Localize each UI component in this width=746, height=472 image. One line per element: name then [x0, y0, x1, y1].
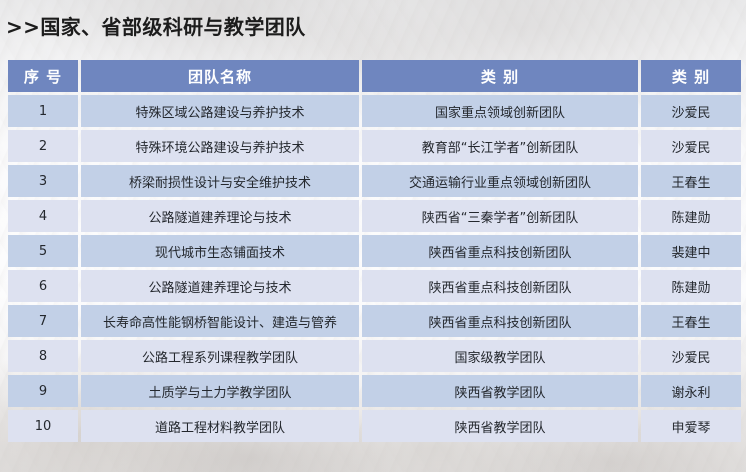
cell-lead: 王春生: [641, 305, 741, 337]
cell-type: 国家级教学团队: [362, 340, 638, 372]
cell-name: 道路工程材料教学团队: [81, 410, 359, 442]
cell-type: 陕西省重点科技创新团队: [362, 305, 638, 337]
cell-index: 1: [8, 95, 78, 127]
cell-lead: 沙爱民: [641, 130, 741, 162]
cell-index: 10: [8, 410, 78, 442]
cell-name: 特殊区域公路建设与养护技术: [81, 95, 359, 127]
cell-type: 陕西省重点科技创新团队: [362, 270, 638, 302]
teams-table: 序 号 团队名称 类 别 类 别 1 特殊区域公路建设与养护技术 国家重点领域创…: [5, 57, 744, 445]
cell-name: 现代城市生态铺面技术: [81, 235, 359, 267]
cell-name: 公路隧道建养理论与技术: [81, 200, 359, 232]
column-header-name: 团队名称: [81, 60, 359, 92]
table-row: 10 道路工程材料教学团队 陕西省教学团队 申爱琴: [8, 410, 741, 442]
table-row: 3 桥梁耐损性设计与安全维护技术 交通运输行业重点领域创新团队 王春生: [8, 165, 741, 197]
cell-name: 公路隧道建养理论与技术: [81, 270, 359, 302]
cell-name: 特殊环境公路建设与养护技术: [81, 130, 359, 162]
table-row: 5 现代城市生态铺面技术 陕西省重点科技创新团队 裴建中: [8, 235, 741, 267]
cell-lead: 王春生: [641, 165, 741, 197]
cell-name: 土质学与土力学教学团队: [81, 375, 359, 407]
cell-lead: 沙爱民: [641, 95, 741, 127]
cell-index: 5: [8, 235, 78, 267]
table-row: 6 公路隧道建养理论与技术 陕西省重点科技创新团队 陈建勋: [8, 270, 741, 302]
table-row: 4 公路隧道建养理论与技术 陕西省“三秦学者”创新团队 陈建勋: [8, 200, 741, 232]
table-header: 序 号 团队名称 类 别 类 别: [8, 60, 741, 92]
cell-lead: 裴建中: [641, 235, 741, 267]
table-header-row: 序 号 团队名称 类 别 类 别: [8, 60, 741, 92]
cell-type: 教育部“长江学者”创新团队: [362, 130, 638, 162]
cell-type: 陕西省教学团队: [362, 410, 638, 442]
cell-type: 陕西省教学团队: [362, 375, 638, 407]
cell-lead: 陈建勋: [641, 200, 741, 232]
page-title-text: >>国家、省部级科研与教学团队: [6, 14, 306, 39]
table-row: 2 特殊环境公路建设与养护技术 教育部“长江学者”创新团队 沙爱民: [8, 130, 741, 162]
cell-lead: 申爱琴: [641, 410, 741, 442]
table-body: 1 特殊区域公路建设与养护技术 国家重点领域创新团队 沙爱民 2 特殊环境公路建…: [8, 95, 741, 442]
table-row: 7 长寿命高性能钢桥智能设计、建造与管养 陕西省重点科技创新团队 王春生: [8, 305, 741, 337]
cell-type: 陕西省重点科技创新团队: [362, 235, 638, 267]
table-row: 1 特殊区域公路建设与养护技术 国家重点领域创新团队 沙爱民: [8, 95, 741, 127]
cell-type: 陕西省“三秦学者”创新团队: [362, 200, 638, 232]
cell-lead: 沙爱民: [641, 340, 741, 372]
cell-lead: 谢永利: [641, 375, 741, 407]
cell-index: 4: [8, 200, 78, 232]
cell-index: 3: [8, 165, 78, 197]
cell-name: 桥梁耐损性设计与安全维护技术: [81, 165, 359, 197]
cell-name: 公路工程系列课程教学团队: [81, 340, 359, 372]
column-header-lead: 类 别: [641, 60, 741, 92]
table-row: 8 公路工程系列课程教学团队 国家级教学团队 沙爱民: [8, 340, 741, 372]
cell-type: 交通运输行业重点领域创新团队: [362, 165, 638, 197]
page-title: >>国家、省部级科研与教学团队: [6, 8, 306, 42]
cell-index: 9: [8, 375, 78, 407]
column-header-index: 序 号: [8, 60, 78, 92]
cell-index: 6: [8, 270, 78, 302]
cell-lead: 陈建勋: [641, 270, 741, 302]
table-row: 9 土质学与土力学教学团队 陕西省教学团队 谢永利: [8, 375, 741, 407]
cell-type: 国家重点领域创新团队: [362, 95, 638, 127]
column-header-type: 类 别: [362, 60, 638, 92]
cell-name: 长寿命高性能钢桥智能设计、建造与管养: [81, 305, 359, 337]
cell-index: 8: [8, 340, 78, 372]
cell-index: 2: [8, 130, 78, 162]
cell-index: 7: [8, 305, 78, 337]
